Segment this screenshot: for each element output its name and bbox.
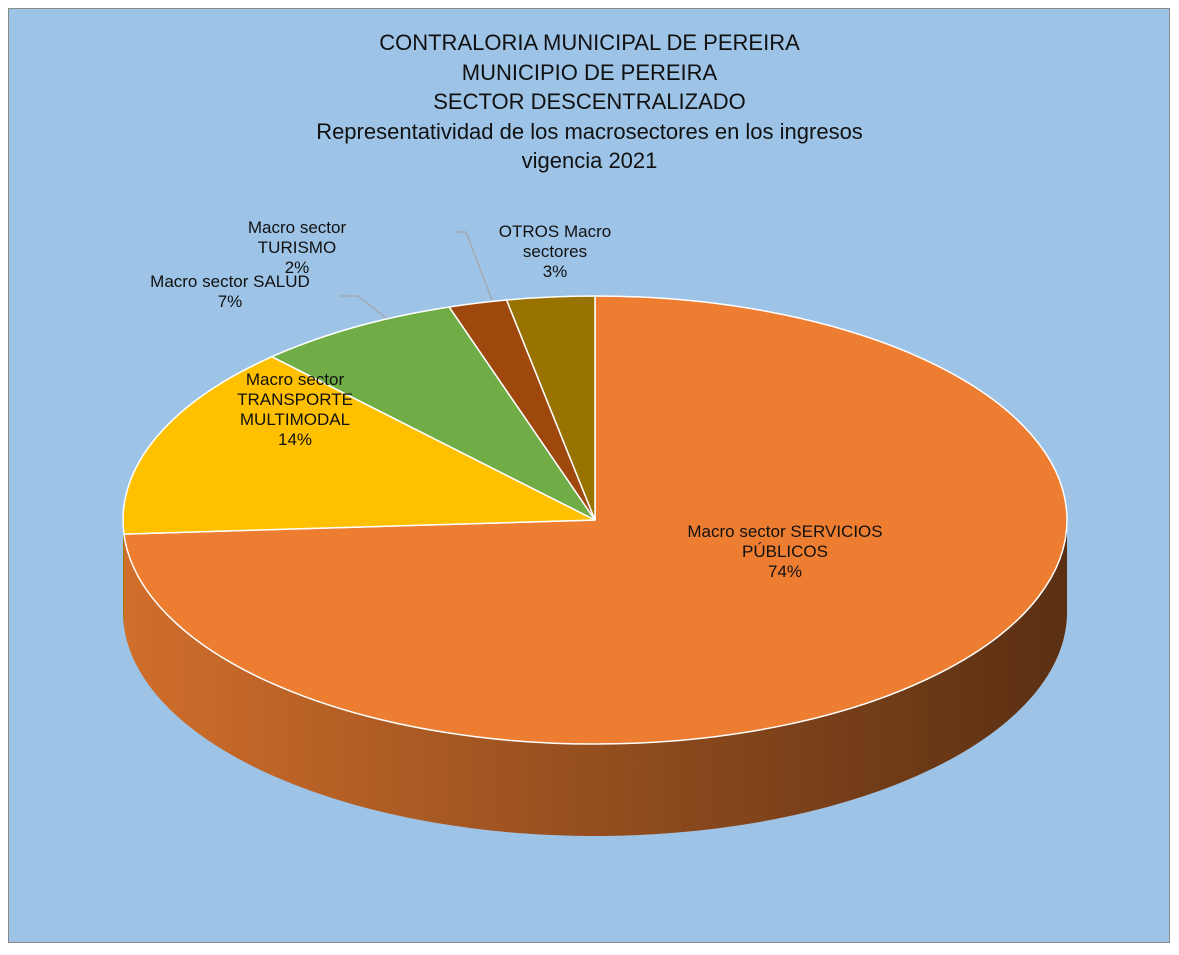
data-label: Macro sector SERVICIOS PÚBLICOS 74% — [645, 522, 925, 582]
category-label: OTROS Macro sectores — [498, 222, 612, 261]
data-label: Macro sector TRANSPORTE MULTIMODAL 14% — [220, 370, 370, 450]
category-label: Macro sector TURISMO — [247, 218, 347, 257]
slice — [122, 355, 596, 535]
leader-line — [340, 295, 387, 319]
value-label: 2% — [284, 258, 310, 277]
category-label: Macro sector SERVICIOS PÚBLICOS — [687, 522, 883, 561]
data-label: OTROS Macro sectores 3% — [490, 222, 620, 282]
chart-title: Representatividad de los macrosectores e… — [316, 118, 863, 144]
value-label: 7% — [217, 292, 243, 311]
chart-title: CONTRALORIA MUNICIPAL DE PEREIRA — [379, 30, 800, 55]
slice — [270, 306, 596, 521]
value-label: 74% — [767, 562, 803, 581]
chart-title: SECTOR DESCENTRALIZADO — [433, 89, 746, 114]
chart-title: vigencia 2021 — [521, 148, 658, 173]
leader-line — [456, 231, 493, 301]
value-label: 3% — [542, 262, 568, 281]
data-label: Macro sector SALUD 7% — [110, 272, 350, 312]
slice — [505, 295, 596, 521]
slice-side-shade — [123, 520, 1067, 836]
category-label: Macro sector SALUD — [150, 272, 310, 291]
data-label: Macro sector TURISMO 2% — [232, 218, 362, 278]
slice-side-shade — [123, 520, 124, 627]
value-label: 14% — [277, 430, 313, 449]
category-label: Macro sector TRANSPORTE MULTIMODAL — [237, 370, 353, 429]
chart-title: MUNICIPIO DE PEREIRA — [461, 59, 718, 85]
